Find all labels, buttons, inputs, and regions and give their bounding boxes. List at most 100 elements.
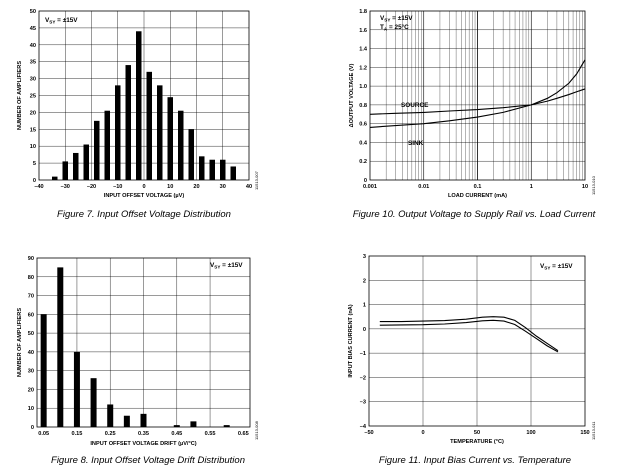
y-tick-label: 30 (30, 77, 36, 83)
y-tick-label: 45 (30, 26, 36, 32)
x-tick-label: 0 (142, 184, 145, 190)
supply-annotation: VSY = ±15V (210, 262, 243, 270)
bar (199, 156, 205, 180)
x-tick-labels: 0.001 0.01 0.1 1 10 (363, 184, 588, 190)
x-tick-label: 100 (526, 430, 535, 436)
bar (73, 351, 80, 427)
x-tick-labels: 0.05 0.15 0.25 0.35 0.45 0.55 0.65 (38, 431, 249, 437)
grid (369, 256, 585, 426)
series-lines (379, 316, 559, 353)
x-tick-label: 150 (580, 430, 589, 436)
y-tick-labels: –4 –3 –2 –1 0 1 2 3 (360, 254, 367, 430)
bar (230, 166, 236, 180)
y-tick-label: 0.8 (359, 103, 367, 109)
supply-annotation: VSY = ±15V (45, 17, 78, 25)
x-tick-label: 30 (220, 184, 226, 190)
x-tick-label: 50 (474, 430, 480, 436)
x-tick-label: 10 (582, 184, 588, 190)
y-tick-label: 50 (28, 331, 34, 337)
bar (178, 110, 184, 180)
y-tick-label: 30 (28, 369, 34, 375)
y-tick-label: 70 (28, 294, 34, 300)
figure-caption: Figure 10. Output Voltage to Supply Rail… (353, 209, 596, 220)
y-tick-label: 15 (30, 127, 36, 133)
figure-code: 11513-011 (591, 421, 596, 440)
y-tick-label: –2 (360, 375, 366, 381)
y-tick-label: 40 (28, 350, 34, 356)
x-axis-label: INPUT OFFSET VOLTAGE (µV) (104, 193, 185, 199)
y-tick-label: 2 (363, 278, 366, 284)
bar (220, 159, 226, 180)
series-lines (369, 59, 586, 128)
source-label: SOURCE (401, 102, 429, 109)
y-tick-label: 0.4 (359, 140, 368, 146)
temperature-annotation: TA = 25°C (380, 23, 409, 32)
y-tick-label: 1 (363, 303, 366, 309)
y-tick-label: 90 (28, 256, 34, 262)
x-tick-label: 0.01 (418, 184, 429, 190)
y-tick-label: 40 (30, 43, 36, 49)
x-tick-label: 0.25 (105, 431, 116, 437)
chart-output-voltage-vs-load: 0.001 0.01 0.1 1 10 0 0.2 0.4 0.6 0.8 1.0 1.2 1.4 1.… (349, 9, 596, 220)
supply-annotation: VSY = ±15V (380, 15, 413, 23)
x-tick-label: –50 (364, 430, 373, 436)
x-tick-label: –10 (113, 184, 122, 190)
bar (83, 144, 89, 180)
y-tick-label: 10 (28, 406, 34, 412)
y-tick-label: 1.2 (359, 65, 367, 71)
x-tick-label: 10 (167, 184, 173, 190)
bar (146, 71, 152, 180)
y-tick-label: 80 (28, 275, 34, 281)
bar (40, 314, 47, 427)
series-line (379, 319, 559, 353)
y-tick-label: 5 (33, 161, 36, 167)
y-tick-label: –4 (360, 424, 367, 430)
bar (94, 120, 100, 180)
chart-offset-drift-distribution: 0.05 0.15 0.25 0.35 0.45 0.55 0.65 0 10 20 30 40 50… (17, 256, 259, 466)
y-tick-label: 20 (28, 387, 34, 393)
series-line (369, 59, 586, 128)
x-tick-labels: –40 –30 –20 –10 0 10 20 30 40 (34, 184, 252, 190)
bar (73, 152, 79, 180)
bar (57, 267, 64, 427)
bar (167, 97, 173, 180)
bars (52, 31, 236, 181)
bar (123, 415, 130, 427)
bar (115, 85, 121, 180)
bar (157, 85, 163, 180)
y-axis-label: NUMBER OF AMPLIFIERS (17, 61, 23, 130)
bar (107, 404, 114, 427)
y-tick-label: 1.0 (359, 84, 367, 90)
x-tick-label: 0.05 (38, 431, 49, 437)
x-axis-label: LOAD CURRENT (mA) (448, 193, 507, 199)
y-axis-label: INPUT BIAS CURRENT (nA) (348, 304, 354, 377)
bar (173, 425, 180, 427)
x-tick-label: 0.35 (138, 431, 149, 437)
x-tick-label: 0.001 (363, 184, 377, 190)
y-tick-label: –1 (360, 351, 366, 357)
grid (370, 11, 585, 180)
supply-annotation: VSY = ±15V (540, 263, 573, 271)
x-tick-label: –20 (87, 184, 96, 190)
chart-offset-voltage-distribution: –40 –30 –20 –10 0 10 20 30 40 0 5 10 15 20 25 30 35 40 45… (17, 9, 259, 220)
sink-label: SINK (408, 140, 424, 147)
x-tick-label: 40 (246, 184, 252, 190)
x-tick-label: –30 (61, 184, 70, 190)
x-tick-label: 0 (421, 430, 424, 436)
bar (188, 129, 194, 180)
bar (209, 159, 215, 180)
y-tick-label: 25 (30, 94, 36, 100)
y-tick-label: 0 (33, 178, 36, 184)
chart-bias-current-vs-temperature: –50 0 50 100 150 –4 –3 –2 –1 0 1 2 3 VSY = ±15V TEM… (348, 254, 596, 466)
bar (90, 378, 97, 427)
y-axis-label: ΔOUTPUT VOLTAGE (V) (349, 63, 355, 127)
bar (190, 421, 197, 427)
y-tick-label: 0 (364, 178, 367, 184)
y-tick-label: 35 (30, 60, 36, 66)
bar (62, 161, 68, 180)
y-tick-labels: 0 0.2 0.4 0.6 0.8 1.0 1.2 1.4 1.6 1.8 (359, 9, 368, 184)
x-tick-label: 1 (530, 184, 533, 190)
x-axis-label: INPUT OFFSET VOLTAGE DRIFT (µV/°C) (90, 441, 196, 447)
x-tick-label: 0.45 (171, 431, 182, 437)
